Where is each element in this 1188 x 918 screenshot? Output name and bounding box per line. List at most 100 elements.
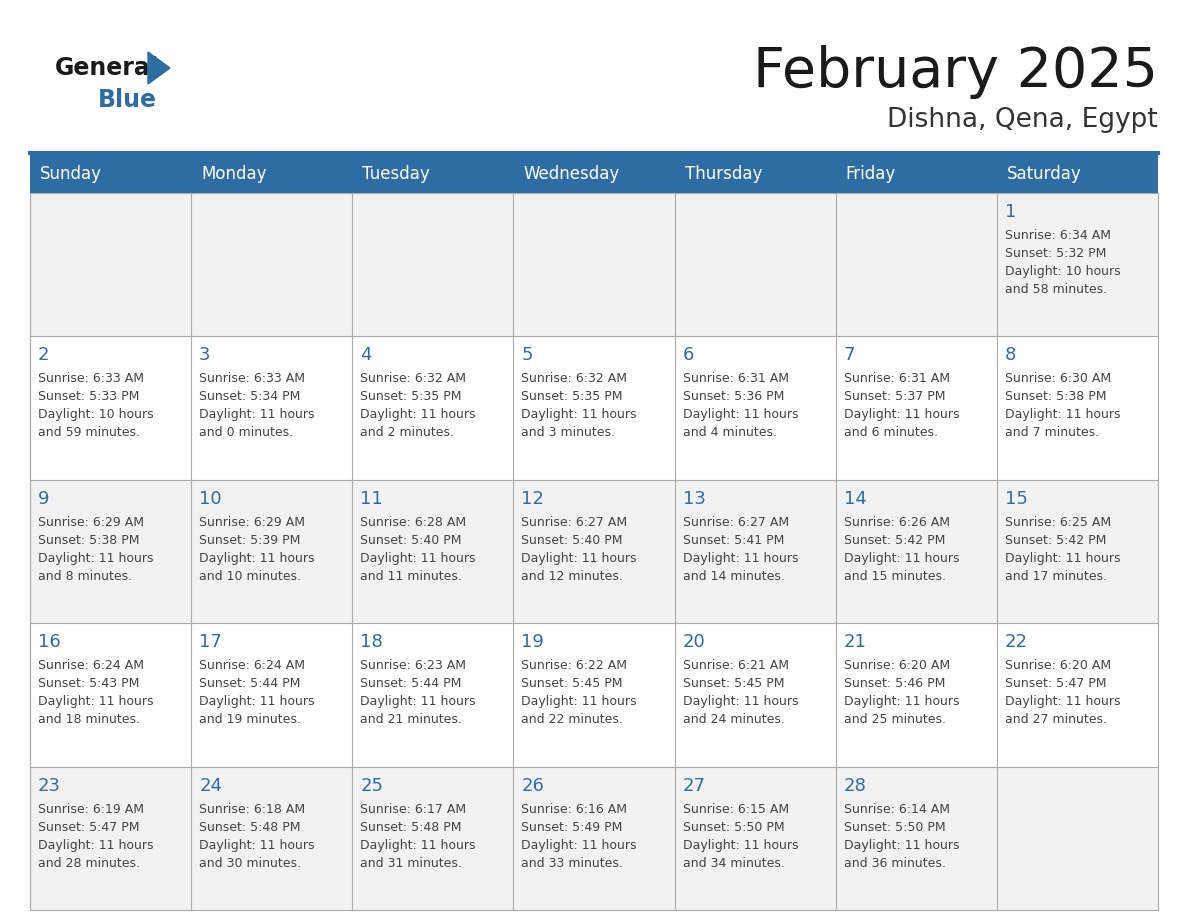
Text: February 2025: February 2025: [753, 45, 1158, 99]
Text: Sunrise: 6:27 AM: Sunrise: 6:27 AM: [522, 516, 627, 529]
Text: Sunrise: 6:32 AM: Sunrise: 6:32 AM: [522, 373, 627, 386]
Text: Sunrise: 6:20 AM: Sunrise: 6:20 AM: [1005, 659, 1111, 672]
Text: and 15 minutes.: and 15 minutes.: [843, 570, 946, 583]
Text: and 24 minutes.: and 24 minutes.: [683, 713, 784, 726]
Text: and 6 minutes.: and 6 minutes.: [843, 426, 937, 440]
Text: Sunrise: 6:30 AM: Sunrise: 6:30 AM: [1005, 373, 1111, 386]
Text: Sunrise: 6:17 AM: Sunrise: 6:17 AM: [360, 802, 467, 815]
Text: Sunset: 5:32 PM: Sunset: 5:32 PM: [1005, 247, 1106, 260]
Text: Friday: Friday: [846, 165, 896, 183]
Text: Daylight: 11 hours: Daylight: 11 hours: [38, 839, 153, 852]
Text: and 12 minutes.: and 12 minutes.: [522, 570, 624, 583]
Text: Daylight: 11 hours: Daylight: 11 hours: [200, 552, 315, 565]
Text: Sunrise: 6:26 AM: Sunrise: 6:26 AM: [843, 516, 949, 529]
Text: Sunrise: 6:28 AM: Sunrise: 6:28 AM: [360, 516, 467, 529]
Text: Sunrise: 6:33 AM: Sunrise: 6:33 AM: [200, 373, 305, 386]
Text: and 22 minutes.: and 22 minutes.: [522, 713, 624, 726]
Text: Sunrise: 6:31 AM: Sunrise: 6:31 AM: [683, 373, 789, 386]
Text: 9: 9: [38, 490, 50, 508]
Text: Sunset: 5:41 PM: Sunset: 5:41 PM: [683, 533, 784, 547]
Text: 16: 16: [38, 633, 61, 651]
Text: 8: 8: [1005, 346, 1016, 364]
Text: 18: 18: [360, 633, 383, 651]
Text: Sunset: 5:50 PM: Sunset: 5:50 PM: [683, 821, 784, 834]
Text: Sunset: 5:40 PM: Sunset: 5:40 PM: [360, 533, 462, 547]
Text: 19: 19: [522, 633, 544, 651]
Text: Sunrise: 6:20 AM: Sunrise: 6:20 AM: [843, 659, 950, 672]
Text: Daylight: 11 hours: Daylight: 11 hours: [38, 695, 153, 708]
Text: Sunset: 5:42 PM: Sunset: 5:42 PM: [1005, 533, 1106, 547]
Text: Daylight: 11 hours: Daylight: 11 hours: [360, 839, 475, 852]
Text: Sunset: 5:33 PM: Sunset: 5:33 PM: [38, 390, 139, 403]
Text: Sunset: 5:35 PM: Sunset: 5:35 PM: [360, 390, 462, 403]
Text: and 33 minutes.: and 33 minutes.: [522, 856, 624, 869]
Text: Sunrise: 6:24 AM: Sunrise: 6:24 AM: [200, 659, 305, 672]
Text: Sunset: 5:40 PM: Sunset: 5:40 PM: [522, 533, 623, 547]
Text: 3: 3: [200, 346, 210, 364]
Text: Daylight: 11 hours: Daylight: 11 hours: [843, 552, 959, 565]
Text: Sunset: 5:45 PM: Sunset: 5:45 PM: [522, 677, 623, 690]
Text: Sunset: 5:37 PM: Sunset: 5:37 PM: [843, 390, 946, 403]
Text: Daylight: 11 hours: Daylight: 11 hours: [683, 552, 798, 565]
Text: 7: 7: [843, 346, 855, 364]
Text: Blue: Blue: [97, 88, 157, 112]
Text: and 21 minutes.: and 21 minutes.: [360, 713, 462, 726]
Text: Sunrise: 6:22 AM: Sunrise: 6:22 AM: [522, 659, 627, 672]
Text: 23: 23: [38, 777, 61, 795]
Text: Sunrise: 6:29 AM: Sunrise: 6:29 AM: [38, 516, 144, 529]
Text: 10: 10: [200, 490, 222, 508]
Text: 21: 21: [843, 633, 866, 651]
Text: Sunset: 5:34 PM: Sunset: 5:34 PM: [200, 390, 301, 403]
Text: Sunset: 5:49 PM: Sunset: 5:49 PM: [522, 821, 623, 834]
Text: Daylight: 11 hours: Daylight: 11 hours: [843, 839, 959, 852]
Text: and 25 minutes.: and 25 minutes.: [843, 713, 946, 726]
Text: 11: 11: [360, 490, 383, 508]
Text: Daylight: 11 hours: Daylight: 11 hours: [200, 839, 315, 852]
Text: Wednesday: Wednesday: [524, 165, 620, 183]
Text: 20: 20: [683, 633, 706, 651]
Text: 24: 24: [200, 777, 222, 795]
Text: 13: 13: [683, 490, 706, 508]
Text: Daylight: 11 hours: Daylight: 11 hours: [200, 409, 315, 421]
Bar: [30, 193, 1158, 336]
Text: and 14 minutes.: and 14 minutes.: [683, 570, 784, 583]
Text: 6: 6: [683, 346, 694, 364]
Text: Thursday: Thursday: [684, 165, 762, 183]
Text: Daylight: 11 hours: Daylight: 11 hours: [1005, 695, 1120, 708]
Text: Sunset: 5:47 PM: Sunset: 5:47 PM: [38, 821, 139, 834]
Text: and 3 minutes.: and 3 minutes.: [522, 426, 615, 440]
Text: Sunset: 5:45 PM: Sunset: 5:45 PM: [683, 677, 784, 690]
Text: Daylight: 11 hours: Daylight: 11 hours: [360, 552, 475, 565]
Text: Sunrise: 6:32 AM: Sunrise: 6:32 AM: [360, 373, 466, 386]
Text: Saturday: Saturday: [1007, 165, 1081, 183]
Text: and 7 minutes.: and 7 minutes.: [1005, 426, 1099, 440]
Text: Tuesday: Tuesday: [362, 165, 430, 183]
Text: Sunset: 5:39 PM: Sunset: 5:39 PM: [200, 533, 301, 547]
Text: Sunrise: 6:18 AM: Sunrise: 6:18 AM: [200, 802, 305, 815]
Text: Sunrise: 6:27 AM: Sunrise: 6:27 AM: [683, 516, 789, 529]
Text: Daylight: 11 hours: Daylight: 11 hours: [683, 409, 798, 421]
Text: Sunset: 5:38 PM: Sunset: 5:38 PM: [1005, 390, 1106, 403]
Text: Sunrise: 6:14 AM: Sunrise: 6:14 AM: [843, 802, 949, 815]
Text: Sunset: 5:36 PM: Sunset: 5:36 PM: [683, 390, 784, 403]
Text: 2: 2: [38, 346, 50, 364]
Text: 12: 12: [522, 490, 544, 508]
Text: Daylight: 11 hours: Daylight: 11 hours: [522, 695, 637, 708]
Text: 17: 17: [200, 633, 222, 651]
Text: Sunrise: 6:25 AM: Sunrise: 6:25 AM: [1005, 516, 1111, 529]
Text: Daylight: 11 hours: Daylight: 11 hours: [522, 409, 637, 421]
Text: Dishna, Qena, Egypt: Dishna, Qena, Egypt: [887, 107, 1158, 133]
Text: Daylight: 11 hours: Daylight: 11 hours: [522, 839, 637, 852]
Text: Sunrise: 6:21 AM: Sunrise: 6:21 AM: [683, 659, 789, 672]
Text: and 11 minutes.: and 11 minutes.: [360, 570, 462, 583]
Text: Daylight: 11 hours: Daylight: 11 hours: [200, 695, 315, 708]
Text: and 28 minutes.: and 28 minutes.: [38, 856, 140, 869]
Text: Daylight: 11 hours: Daylight: 11 hours: [843, 695, 959, 708]
Text: Sunset: 5:35 PM: Sunset: 5:35 PM: [522, 390, 623, 403]
Text: and 0 minutes.: and 0 minutes.: [200, 426, 293, 440]
Text: Sunset: 5:46 PM: Sunset: 5:46 PM: [843, 677, 946, 690]
Bar: [30, 336, 1158, 480]
Text: Sunrise: 6:19 AM: Sunrise: 6:19 AM: [38, 802, 144, 815]
Text: and 2 minutes.: and 2 minutes.: [360, 426, 454, 440]
Text: Sunset: 5:42 PM: Sunset: 5:42 PM: [843, 533, 946, 547]
